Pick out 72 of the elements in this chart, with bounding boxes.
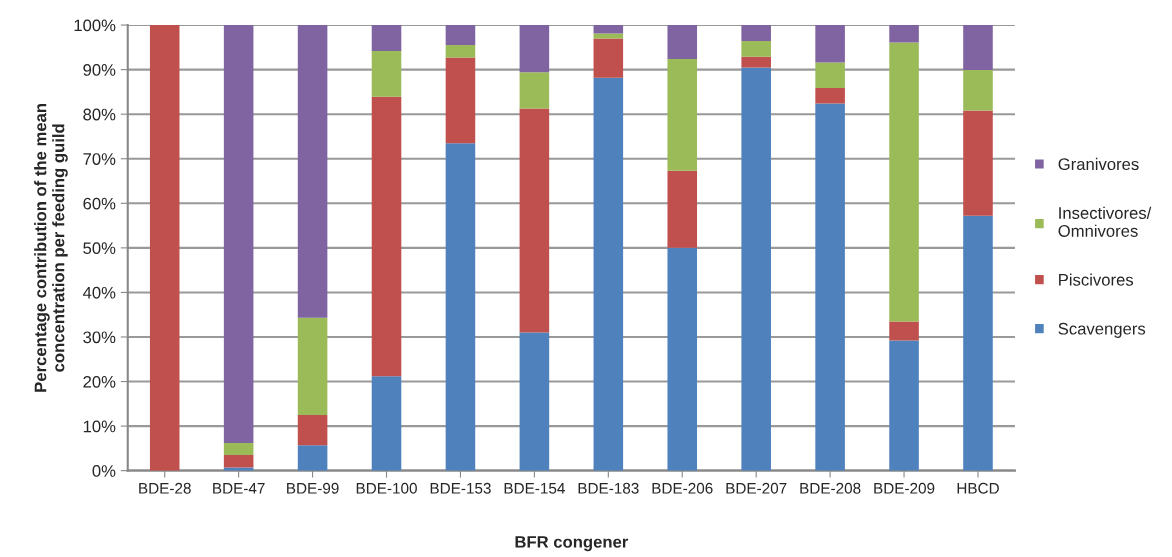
bar: [445, 57, 476, 144]
bar: [297, 317, 328, 415]
bar: [223, 443, 254, 456]
bar: [593, 77, 624, 471]
bar: [593, 25, 624, 34]
bar: [667, 58, 698, 171]
bar: [815, 62, 845, 88]
bar: [149, 25, 180, 471]
x-tick-label: BDE-208: [800, 482, 861, 494]
x-tick-label: BDE-207: [726, 482, 787, 494]
bar: [741, 41, 771, 57]
x-tick-label: BDE-206: [652, 482, 713, 494]
bar: [889, 340, 919, 471]
y-tick-label: 30%: [83, 331, 116, 344]
bar: [519, 72, 550, 109]
bar: [297, 445, 328, 471]
x-axis-title: BFR congener: [515, 536, 629, 552]
y-axis-title: Percentage contribution of the mean concentration per feeding guild: [34, 103, 68, 392]
y-tick-label: 10%: [83, 420, 116, 433]
bar: [889, 321, 919, 341]
bar: [445, 25, 476, 46]
legend-label: Insectivores/ Omnivores: [1058, 206, 1152, 237]
y-tick-label: 40%: [82, 286, 116, 299]
y-tick-label: 20%: [83, 375, 116, 388]
bar: [815, 25, 845, 63]
y-tick-label: 100%: [74, 19, 116, 32]
bar: [741, 56, 771, 68]
x-tick-label: BDE-153: [430, 482, 491, 494]
bar: [963, 25, 993, 71]
bar: [223, 25, 254, 444]
legend-label: Piscivores: [1059, 273, 1134, 286]
bar: [741, 25, 771, 42]
bar: [963, 70, 993, 111]
y-tick-label: 0%: [92, 465, 116, 477]
bar: [223, 455, 254, 468]
bar: [889, 42, 919, 322]
x-tick-label: BDE-209: [874, 482, 935, 494]
bar: [741, 67, 771, 471]
bar: [889, 25, 919, 43]
y-tick-label: 80%: [83, 108, 116, 121]
y-tick-label: 60%: [83, 197, 116, 210]
bar: [963, 215, 993, 471]
x-tick-label: BDE-99: [287, 482, 339, 494]
y-tick-label: 50%: [83, 242, 116, 255]
bar: [519, 108, 550, 333]
bar: [519, 25, 550, 73]
bar: [519, 332, 550, 471]
bar: [815, 87, 845, 104]
x-tick-label: BDE-100: [356, 482, 417, 494]
bar: [445, 45, 476, 58]
y-tick-label: 70%: [83, 153, 116, 165]
x-tick-label: BDE-47: [213, 483, 265, 494]
legend-label: Scavengers: [1058, 322, 1146, 338]
bar: [371, 50, 402, 97]
bar: [297, 414, 328, 446]
bar: [815, 103, 845, 471]
bar: [963, 110, 993, 216]
x-tick-label: HBCD: [957, 482, 999, 494]
x-tick-label: BDE-154: [504, 483, 565, 494]
legend-label: Granivores: [1058, 157, 1139, 171]
bar: [667, 170, 698, 248]
bar: [371, 96, 402, 377]
x-tick-label: BDE-183: [578, 482, 639, 494]
bar: [667, 25, 698, 59]
x-tick-label: BDE-28: [139, 482, 191, 494]
bar: [371, 376, 402, 471]
bar: [667, 247, 698, 471]
bar: [297, 25, 328, 318]
bar: [593, 38, 624, 78]
bar: [371, 25, 402, 51]
y-tick-label: 90%: [83, 64, 116, 76]
bar: [445, 143, 476, 471]
